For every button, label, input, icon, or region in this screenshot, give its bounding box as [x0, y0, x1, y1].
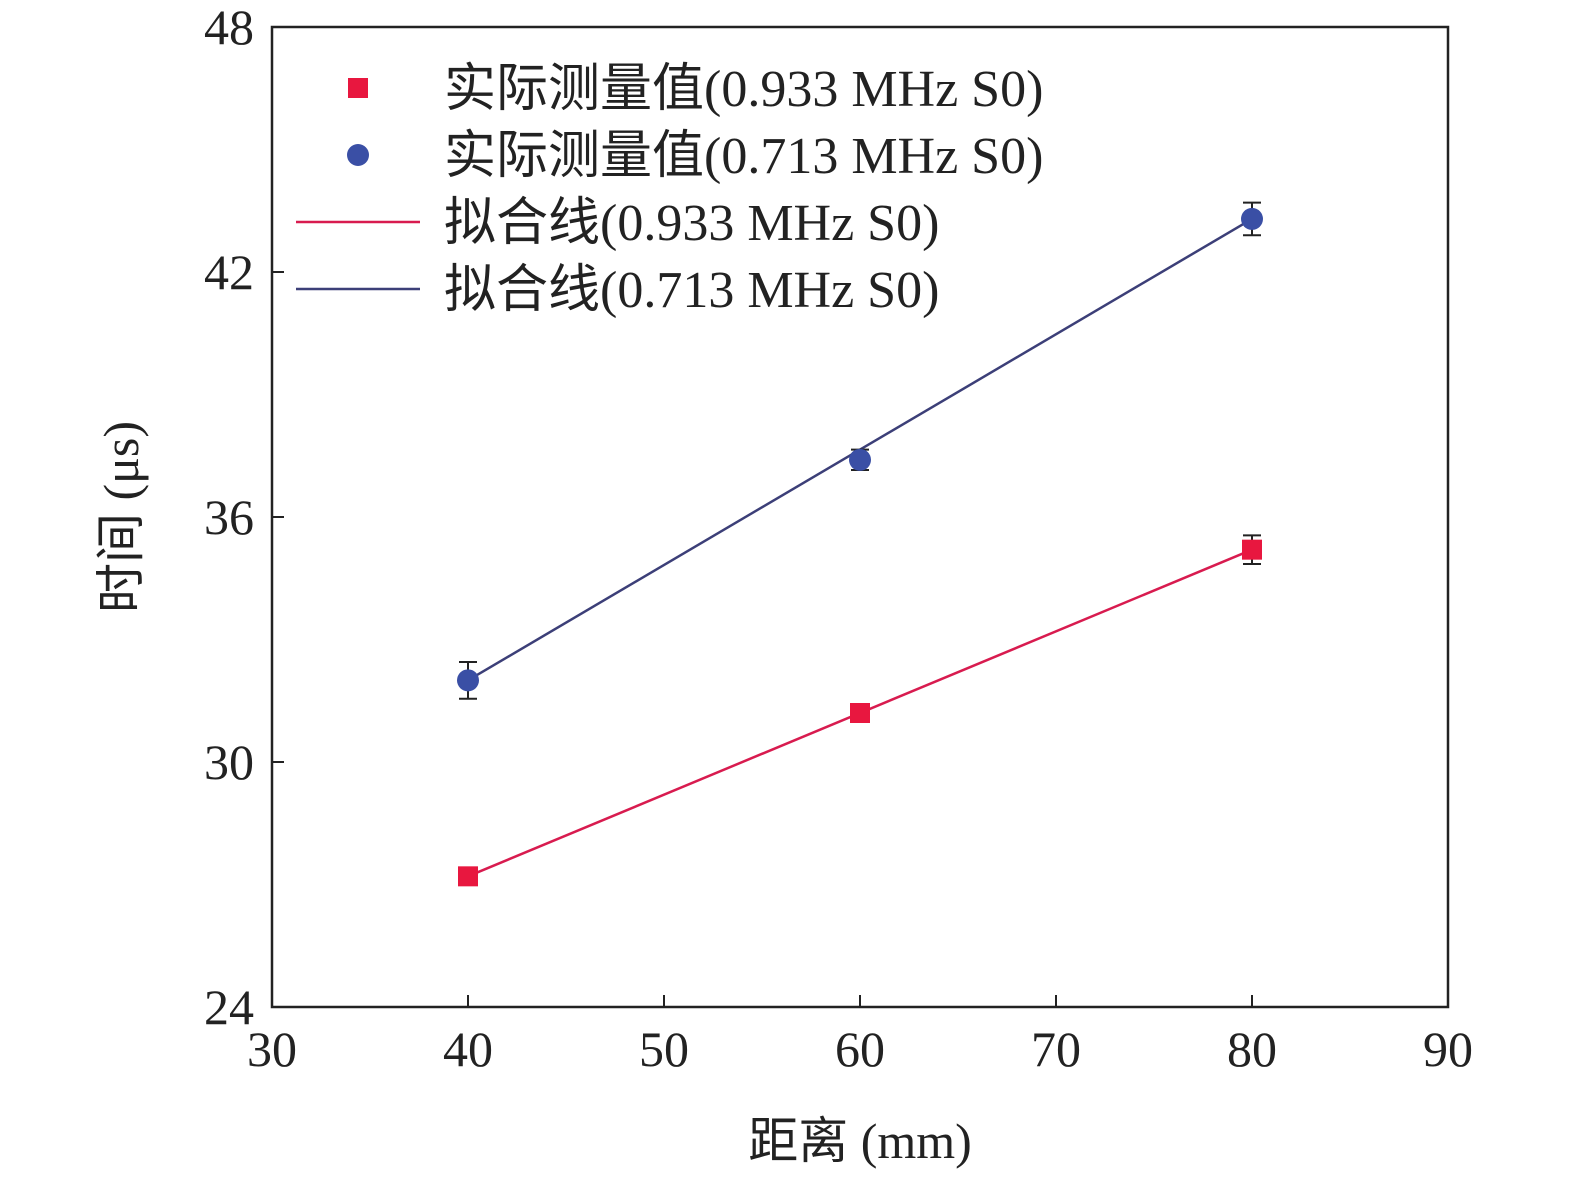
legend-item: 拟合线(0.713 MHz S0)	[296, 262, 939, 319]
x-axis: 30 40 50 60 70 80 90	[247, 995, 1473, 1077]
x-tick-label: 40	[443, 1021, 493, 1077]
data-point-square	[850, 703, 870, 723]
y-tick-label: 30	[204, 734, 254, 790]
x-tick-label: 80	[1227, 1021, 1277, 1077]
legend-item: 拟合线(0.933 MHz S0)	[296, 195, 939, 252]
y-tick-label: 36	[204, 489, 254, 545]
x-tick-label: 70	[1031, 1021, 1081, 1077]
x-tick-label: 60	[835, 1021, 885, 1077]
data-point-circle	[1241, 207, 1263, 230]
x-tick-label: 30	[247, 1021, 297, 1077]
data-point-square	[1242, 539, 1262, 560]
y-tick-label: 24	[204, 979, 254, 1035]
x-tick-label: 90	[1423, 1021, 1473, 1077]
data-point-circle	[457, 669, 479, 692]
legend-label: 拟合线(0.933 MHz S0)	[444, 195, 939, 252]
data-point-circle	[849, 448, 871, 471]
y-tick-label: 42	[204, 244, 254, 300]
y-axis: 24 30 36 42 48	[204, 0, 284, 1035]
y-axis-title: 时间 (μs)	[93, 421, 149, 613]
data-points	[457, 207, 1263, 887]
legend-label: 拟合线(0.713 MHz S0)	[444, 262, 939, 319]
legend-label: 实际测量值(0.933 MHz S0)	[444, 61, 1043, 118]
x-axis-title: 距离 (mm)	[748, 1113, 972, 1169]
y-tick-label: 48	[204, 0, 254, 55]
legend-label: 实际测量值(0.713 MHz S0)	[444, 128, 1043, 185]
x-tick-label: 50	[639, 1021, 689, 1077]
legend: 实际测量值(0.933 MHz S0) 实际测量值(0.713 MHz S0) 拟合…	[296, 61, 1043, 319]
legend-square-swatch	[348, 78, 368, 98]
data-point-square	[458, 866, 478, 887]
legend-item: 实际测量值(0.713 MHz S0)	[347, 128, 1043, 185]
legend-circle-swatch	[347, 144, 369, 166]
legend-item: 实际测量值(0.933 MHz S0)	[348, 61, 1043, 118]
